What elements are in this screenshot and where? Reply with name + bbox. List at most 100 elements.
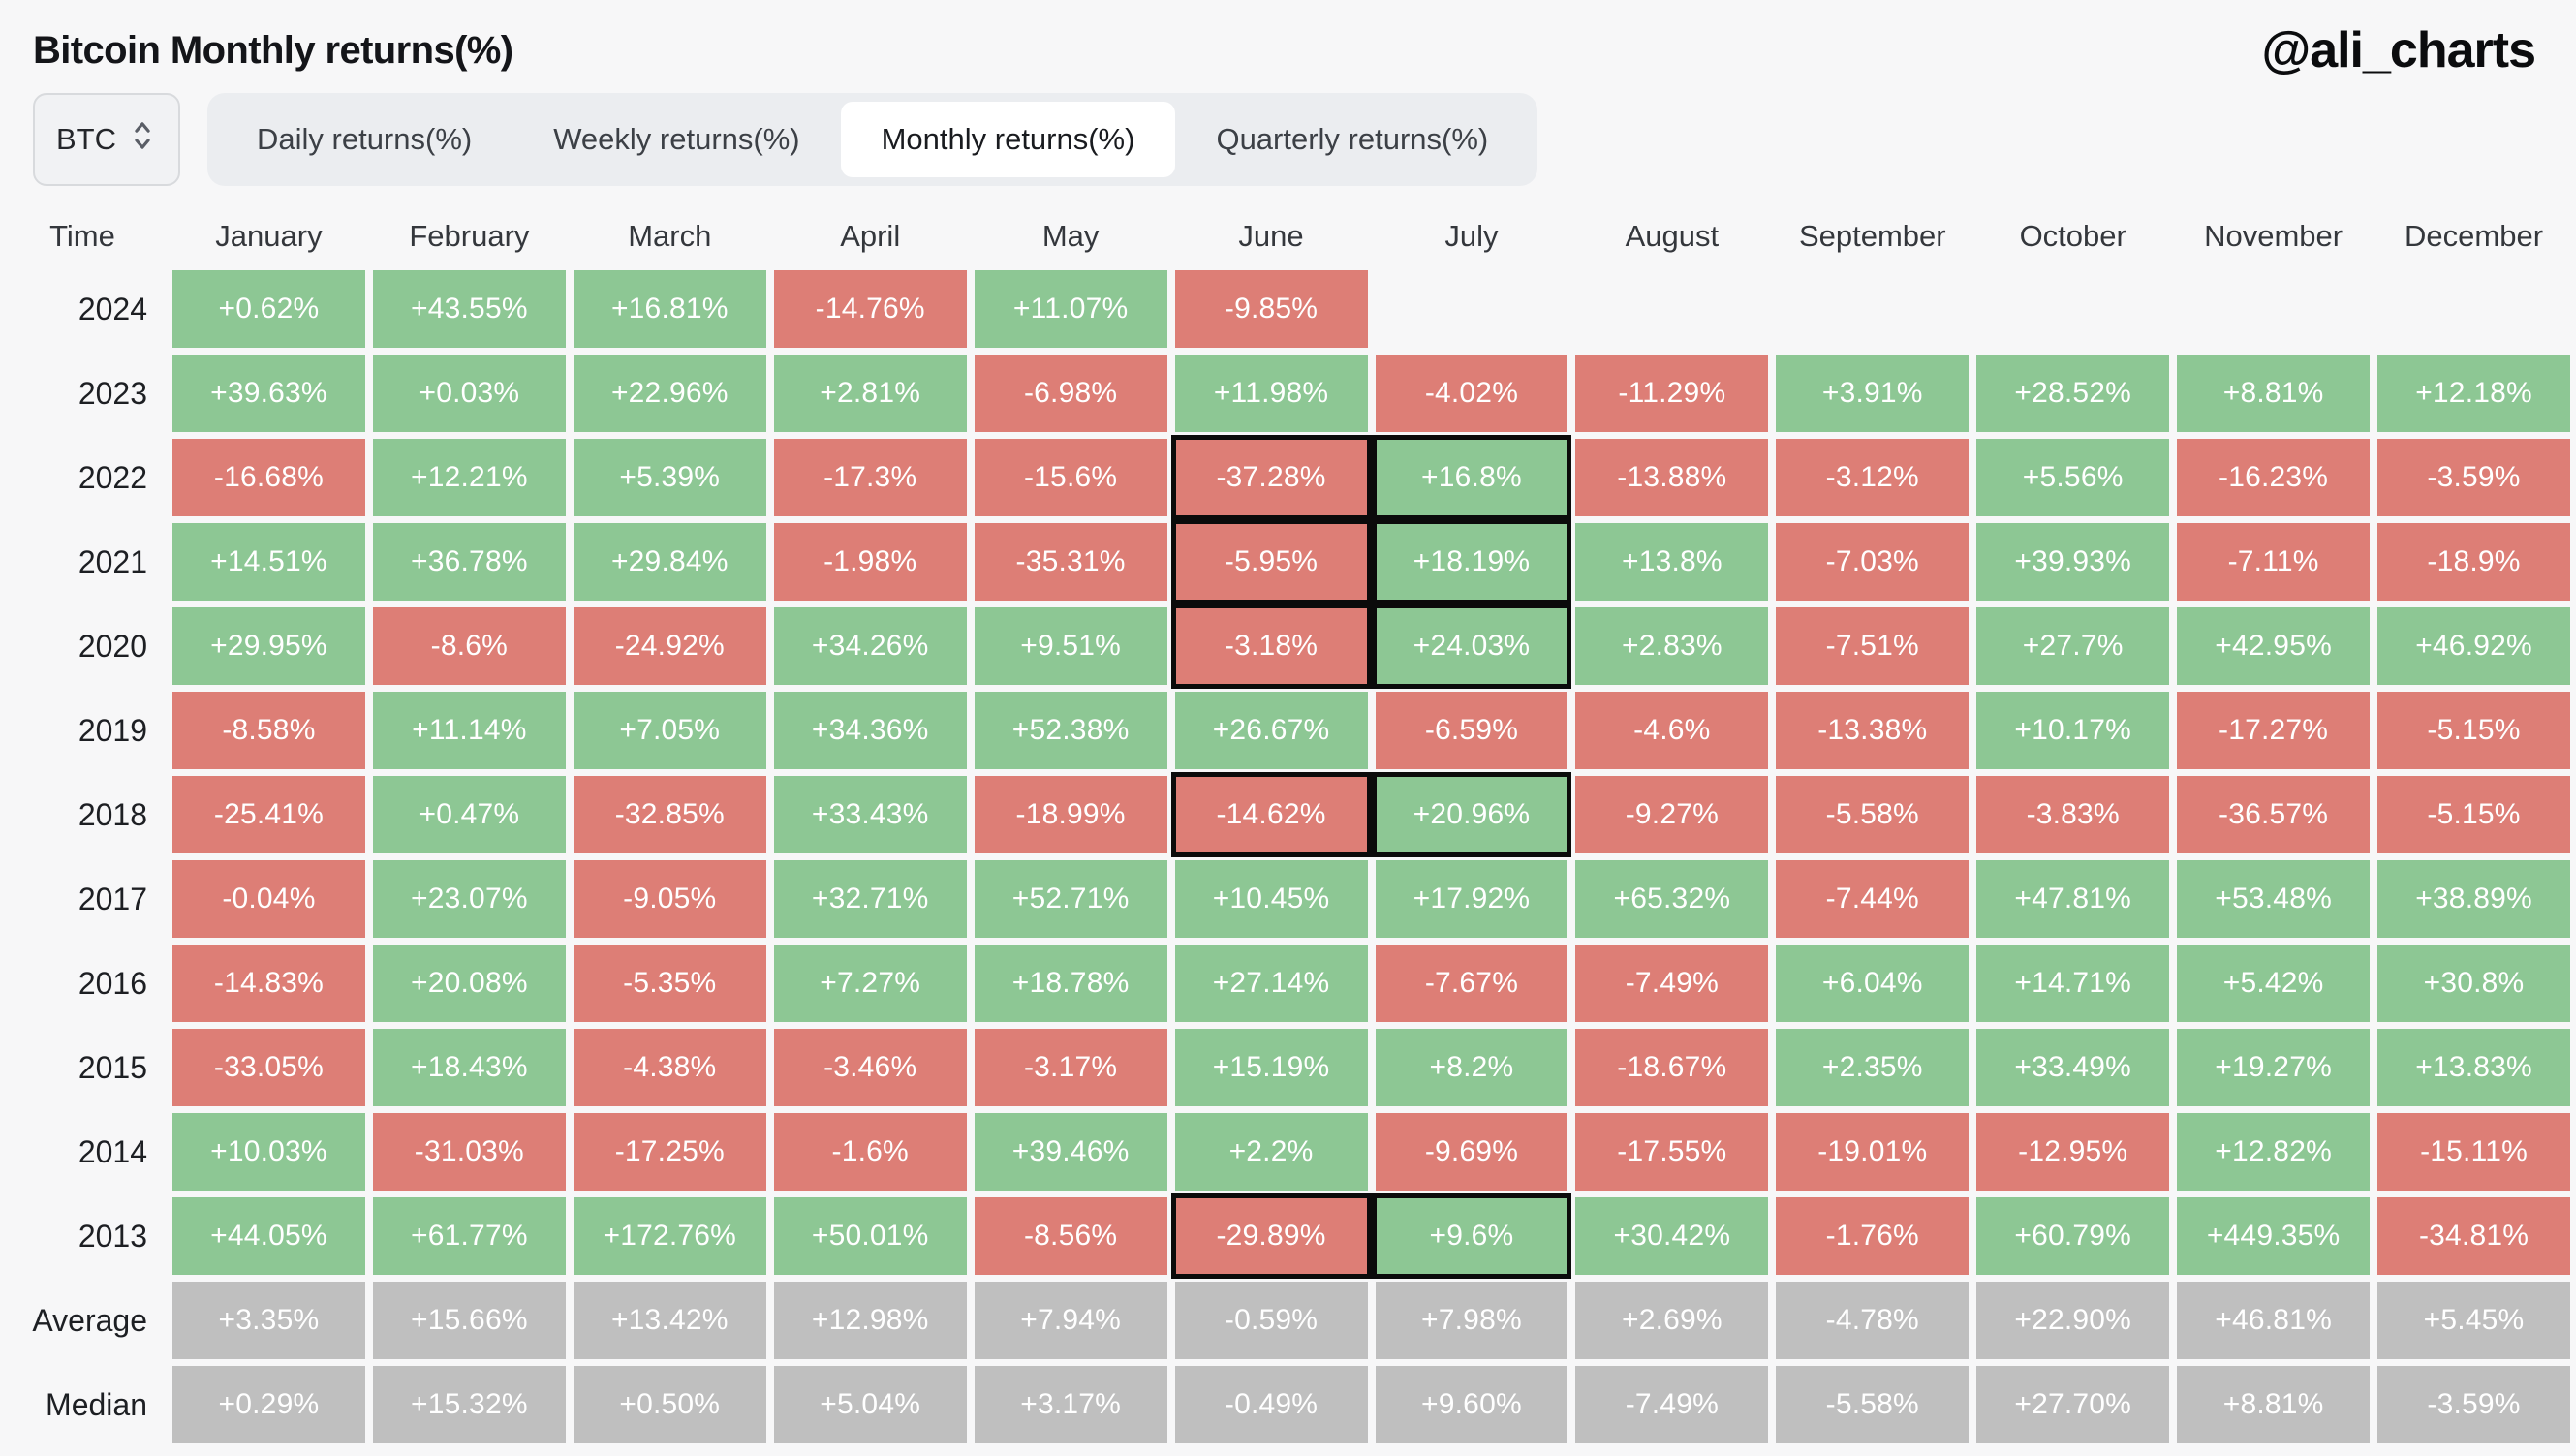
updown-chevron-icon: [128, 119, 157, 160]
cell-2024-june: -9.85%: [1174, 270, 1368, 348]
cell-2013-october: +60.79%: [1976, 1197, 2170, 1275]
cell-2024-december: [2377, 270, 2570, 348]
column-header-october: October: [2019, 219, 2126, 253]
cell-2020-february: -8.6%: [372, 607, 566, 685]
column-header-february: February: [409, 219, 530, 253]
row-label-2013: 2013: [78, 1218, 147, 1254]
cell-2020-december: +46.92%: [2377, 607, 2570, 685]
cell-2018-january: -25.41%: [172, 776, 365, 853]
cell-2020-october: +27.7%: [1976, 607, 2170, 685]
cell-2024-may: +11.07%: [974, 270, 1167, 348]
cell-2017-july: +17.92%: [1375, 860, 1568, 938]
cell-2019-january: -8.58%: [172, 692, 365, 769]
cell-2015-october: +33.49%: [1976, 1029, 2170, 1106]
cell-2024-january: +0.62%: [172, 270, 365, 348]
row-label-2017: 2017: [78, 881, 147, 916]
cell-2023-may: -6.98%: [974, 355, 1167, 432]
cell-2013-february: +61.77%: [372, 1197, 566, 1275]
cell-2017-september: -7.44%: [1776, 860, 1970, 938]
cell-2016-august: -7.49%: [1575, 945, 1769, 1022]
cell-2016-july: -7.67%: [1375, 945, 1568, 1022]
cell-2014-june: +2.2%: [1174, 1113, 1368, 1191]
cell-2013-december: -34.81%: [2377, 1197, 2570, 1275]
cell-2014-july: -9.69%: [1375, 1113, 1568, 1191]
cell-2021-april: -1.98%: [773, 523, 967, 601]
cell-2021-august: +13.8%: [1575, 523, 1769, 601]
cell-2016-february: +20.08%: [372, 945, 566, 1022]
cell-2022-january: -16.68%: [172, 439, 365, 516]
cell-average-july: +7.98%: [1375, 1282, 1568, 1359]
cell-2020-september: -7.51%: [1776, 607, 1970, 685]
cell-2015-july: +8.2%: [1375, 1029, 1568, 1106]
tab-monthly-returns[interactable]: Monthly returns(%): [840, 102, 1176, 177]
cell-median-july: +9.60%: [1375, 1366, 1568, 1443]
page-title: Bitcoin Monthly returns(%): [33, 29, 513, 72]
row-label-2022: 2022: [78, 459, 147, 495]
cell-2022-february: +12.21%: [372, 439, 566, 516]
cell-2024-november: [2177, 270, 2370, 348]
cell-2015-september: +2.35%: [1776, 1029, 1970, 1106]
cell-2023-december: +12.18%: [2377, 355, 2570, 432]
cell-average-june: -0.59%: [1174, 1282, 1368, 1359]
row-label-2014: 2014: [78, 1133, 147, 1169]
cell-2019-april: +34.36%: [773, 692, 967, 769]
tab-weekly-returns[interactable]: Weekly returns(%): [553, 122, 800, 156]
cell-2022-august: -13.88%: [1575, 439, 1769, 516]
column-header-march: March: [628, 219, 712, 253]
row-label-2015: 2015: [78, 1049, 147, 1085]
cell-2016-november: +5.42%: [2177, 945, 2371, 1022]
tab-quarterly-returns[interactable]: Quarterly returns(%): [1216, 122, 1489, 156]
cell-2017-august: +65.32%: [1575, 860, 1769, 938]
cell-2014-december: -15.11%: [2377, 1113, 2570, 1191]
cell-2019-december: -5.15%: [2377, 692, 2570, 769]
cell-2017-november: +53.48%: [2177, 860, 2371, 938]
cell-median-february: +15.32%: [372, 1366, 566, 1443]
cell-2019-august: -4.6%: [1575, 692, 1769, 769]
cell-2017-may: +52.71%: [974, 860, 1167, 938]
cell-2018-july: +20.96%: [1371, 772, 1572, 857]
cell-2018-november: -36.57%: [2177, 776, 2371, 853]
cell-2014-october: -12.95%: [1976, 1113, 2170, 1191]
cell-2013-july: +9.6%: [1371, 1193, 1572, 1279]
cell-2017-october: +47.81%: [1976, 860, 2170, 938]
cell-2013-april: +50.01%: [773, 1197, 967, 1275]
cell-2016-june: +27.14%: [1174, 945, 1368, 1022]
cell-2021-october: +39.93%: [1976, 523, 2170, 601]
cell-2022-november: -16.23%: [2177, 439, 2371, 516]
column-header-april: April: [840, 219, 901, 253]
cell-2023-june: +11.98%: [1174, 355, 1368, 432]
cell-average-october: +22.90%: [1976, 1282, 2170, 1359]
row-label-average: Average: [32, 1302, 147, 1338]
row-label-2018: 2018: [78, 796, 147, 832]
asset-selector[interactable]: BTC: [33, 93, 180, 186]
cell-2015-february: +18.43%: [372, 1029, 566, 1106]
cell-2019-february: +11.14%: [372, 692, 566, 769]
cell-2018-march: -32.85%: [573, 776, 766, 853]
tab-daily-returns[interactable]: Daily returns(%): [257, 122, 473, 156]
cell-2021-january: +14.51%: [172, 523, 365, 601]
cell-2018-october: -3.83%: [1976, 776, 2170, 853]
column-header-time: Time: [49, 219, 115, 253]
cell-2020-may: +9.51%: [974, 607, 1167, 685]
cell-2016-march: -5.35%: [573, 945, 766, 1022]
cell-2021-february: +36.78%: [372, 523, 566, 601]
cell-2018-august: -9.27%: [1575, 776, 1769, 853]
cell-2024-october: [1976, 270, 2169, 348]
column-header-november: November: [2204, 219, 2343, 253]
cell-2018-december: -5.15%: [2377, 776, 2570, 853]
cell-2022-september: -3.12%: [1776, 439, 1970, 516]
cell-2017-march: -9.05%: [573, 860, 766, 938]
cell-average-march: +13.42%: [573, 1282, 766, 1359]
cell-median-april: +5.04%: [773, 1366, 967, 1443]
cell-2023-august: -11.29%: [1575, 355, 1769, 432]
cell-2019-october: +10.17%: [1976, 692, 2170, 769]
cell-2013-august: +30.42%: [1575, 1197, 1769, 1275]
cell-2015-december: +13.83%: [2377, 1029, 2570, 1106]
cell-2016-september: +6.04%: [1776, 945, 1970, 1022]
row-label-2020: 2020: [78, 628, 147, 664]
cell-2022-december: -3.59%: [2377, 439, 2570, 516]
row-label-median: Median: [46, 1386, 147, 1422]
row-label-2016: 2016: [78, 965, 147, 1001]
cell-median-august: -7.49%: [1575, 1366, 1769, 1443]
cell-2022-april: -17.3%: [773, 439, 967, 516]
